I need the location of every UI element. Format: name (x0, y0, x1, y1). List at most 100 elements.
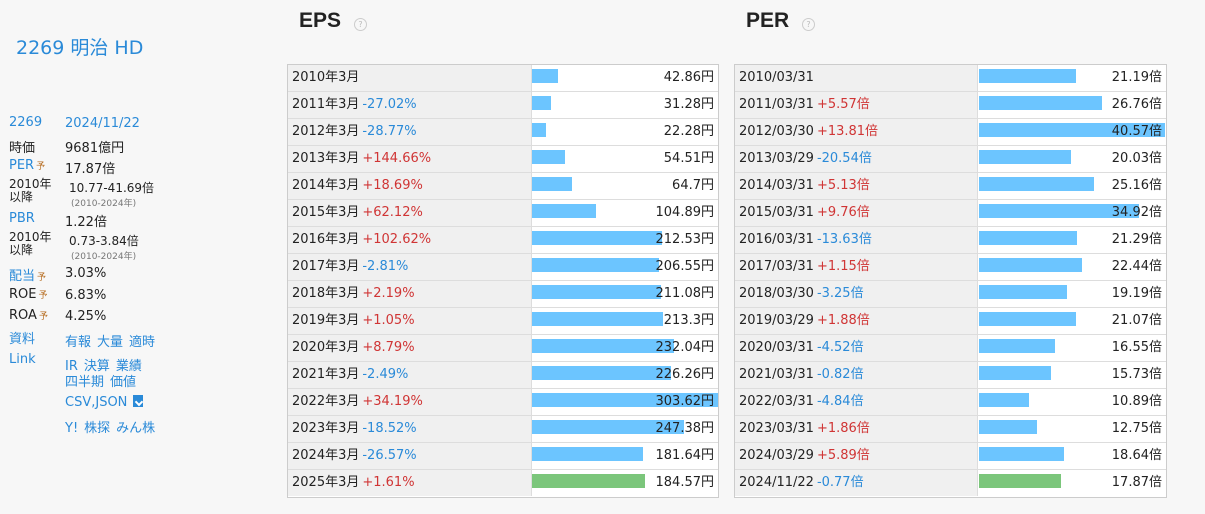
per-value: 17.87倍 (1111, 475, 1162, 490)
per-change: +1.15倍 (816, 259, 870, 274)
forecast-marker: 予 (37, 273, 47, 283)
date-link[interactable]: 2024/11/22 (65, 116, 140, 131)
per-period: 2020/03/31 (739, 340, 814, 355)
per-row: 2013/03/29 -20.54倍 20.03倍 (735, 146, 1166, 173)
eps-period-cell: 2010年3月 (288, 65, 532, 91)
per-bar (979, 420, 1037, 434)
per-row: 2010/03/31 21.19倍 (735, 65, 1166, 92)
market-cap-value: 9681億円 (65, 141, 125, 156)
pbr-label-link[interactable]: PBR (9, 211, 35, 226)
per-period-cell: 2013/03/29 -20.54倍 (735, 146, 978, 172)
per-period-cell: 2011/03/31 +5.57倍 (735, 92, 978, 118)
eps-period: 2019年3月 (292, 313, 360, 328)
ir-links: IR 決算 業績 (65, 355, 148, 374)
ir-links-2: 四半期 価値 (65, 371, 142, 390)
eps-period-cell: 2023年3月 -18.52% (288, 416, 532, 442)
per-period-cell: 2022/03/31 -4.84倍 (735, 389, 978, 415)
per-period: 2013/03/29 (739, 151, 814, 166)
download-icon (133, 395, 144, 407)
per-period: 2014/03/31 (739, 178, 814, 193)
per-change: +1.88倍 (816, 313, 870, 328)
per-bar (979, 96, 1102, 110)
eps-heading: EPS (299, 9, 342, 32)
per-value: 18.64倍 (1111, 448, 1162, 463)
per-bar (979, 474, 1061, 488)
eps-change: +102.62% (362, 232, 432, 247)
eps-bar (532, 204, 596, 218)
per-change: +5.13倍 (816, 178, 870, 193)
per-value: 21.19倍 (1111, 70, 1162, 85)
eps-bar (532, 96, 551, 110)
link-ir[interactable]: IR (65, 359, 78, 374)
eps-row: 2018年3月 +2.19% 211.08円 (288, 281, 718, 308)
eps-period-cell: 2014年3月 +18.69% (288, 173, 532, 199)
eps-period-cell: 2021年3月 -2.49% (288, 362, 532, 388)
per-row: 2015/03/31 +9.76倍 34.92倍 (735, 200, 1166, 227)
per-bar (979, 123, 1165, 137)
dividend-label-link[interactable]: 配当予 (9, 269, 47, 284)
per-period-cell: 2020/03/31 -4.52倍 (735, 335, 978, 361)
eps-value: 232.04円 (655, 340, 715, 355)
eps-row: 2014年3月 +18.69% 64.7円 (288, 173, 718, 200)
eps-row: 2025年3月 +1.61% 184.57円 (288, 470, 718, 497)
link-minkabu[interactable]: みん株 (116, 421, 156, 436)
link-kabutan[interactable]: 株探 (84, 421, 111, 436)
per-period-cell: 2015/03/31 +9.76倍 (735, 200, 978, 226)
per-row: 2012/03/30 +13.81倍 40.57倍 (735, 119, 1166, 146)
per-bar (979, 231, 1077, 245)
per-change: -20.54倍 (816, 151, 872, 166)
per-period: 2024/11/22 (739, 475, 814, 490)
eps-value: 206.55円 (655, 259, 715, 274)
link-quarterly[interactable]: 四半期 (65, 375, 105, 390)
eps-period-cell: 2019年3月 +1.05% (288, 308, 532, 334)
per-help-icon[interactable]: ? (802, 18, 815, 31)
csv-json-link[interactable]: CSV,JSON (65, 395, 149, 410)
roa-value: 4.25% (65, 309, 107, 324)
eps-period-cell: 2025年3月 +1.61% (288, 470, 532, 496)
per-bar (979, 177, 1094, 191)
per-label-link[interactable]: PER 予 (9, 158, 46, 173)
docs-link-yuho[interactable]: 有報 (65, 335, 92, 350)
eps-value: 247.38円 (655, 421, 715, 436)
eps-period: 2011年3月 (292, 97, 360, 112)
per-value: 16.55倍 (1111, 340, 1162, 355)
link-value[interactable]: 価値 (110, 375, 137, 390)
forecast-marker: 予 (36, 162, 46, 172)
per-change: -3.25倍 (816, 286, 864, 301)
link-kessan[interactable]: 決算 (83, 359, 110, 374)
eps-value: 22.28円 (663, 124, 714, 139)
eps-bar (532, 177, 572, 191)
company-title-link[interactable]: 2269 明治 HD (16, 37, 144, 59)
eps-period: 2022年3月 (292, 394, 360, 409)
per-bar (979, 150, 1071, 164)
eps-period-cell: 2011年3月 -27.02% (288, 92, 532, 118)
per-range-period: (2010-2024年) (71, 199, 137, 209)
eps-row: 2021年3月 -2.49% 226.26円 (288, 362, 718, 389)
per-value: 40.57倍 (1111, 124, 1162, 139)
eps-row: 2024年3月 -26.57% 181.64円 (288, 443, 718, 470)
link-yahoo[interactable]: Y! (65, 421, 79, 436)
eps-value: 181.64円 (655, 448, 715, 463)
per-value: 26.76倍 (1111, 97, 1162, 112)
eps-row: 2015年3月 +62.12% 104.89円 (288, 200, 718, 227)
eps-help-icon[interactable]: ? (354, 18, 367, 31)
per-bar (979, 285, 1067, 299)
per-period-cell: 2010/03/31 (735, 65, 978, 91)
docs-label: 資料 (9, 332, 36, 347)
eps-row: 2016年3月 +102.62% 212.53円 (288, 227, 718, 254)
per-period: 2023/03/31 (739, 421, 814, 436)
docs-link-tekiji[interactable]: 適時 (129, 335, 156, 350)
docs-link-tairyo[interactable]: 大量 (97, 335, 124, 350)
per-period-cell: 2014/03/31 +5.13倍 (735, 173, 978, 199)
per-change: +9.76倍 (816, 205, 870, 220)
stock-code-link[interactable]: 2269 (9, 115, 43, 130)
eps-value: 42.86円 (663, 70, 714, 85)
per-heading: PER (746, 9, 790, 32)
per-period: 2015/03/31 (739, 205, 814, 220)
link-gyoseki[interactable]: 業績 (115, 359, 142, 374)
eps-value: 54.51円 (663, 151, 714, 166)
eps-period: 2013年3月 (292, 151, 360, 166)
eps-change: -28.77% (362, 124, 417, 139)
dividend-value: 3.03% (65, 266, 107, 281)
per-change: +5.57倍 (816, 97, 870, 112)
